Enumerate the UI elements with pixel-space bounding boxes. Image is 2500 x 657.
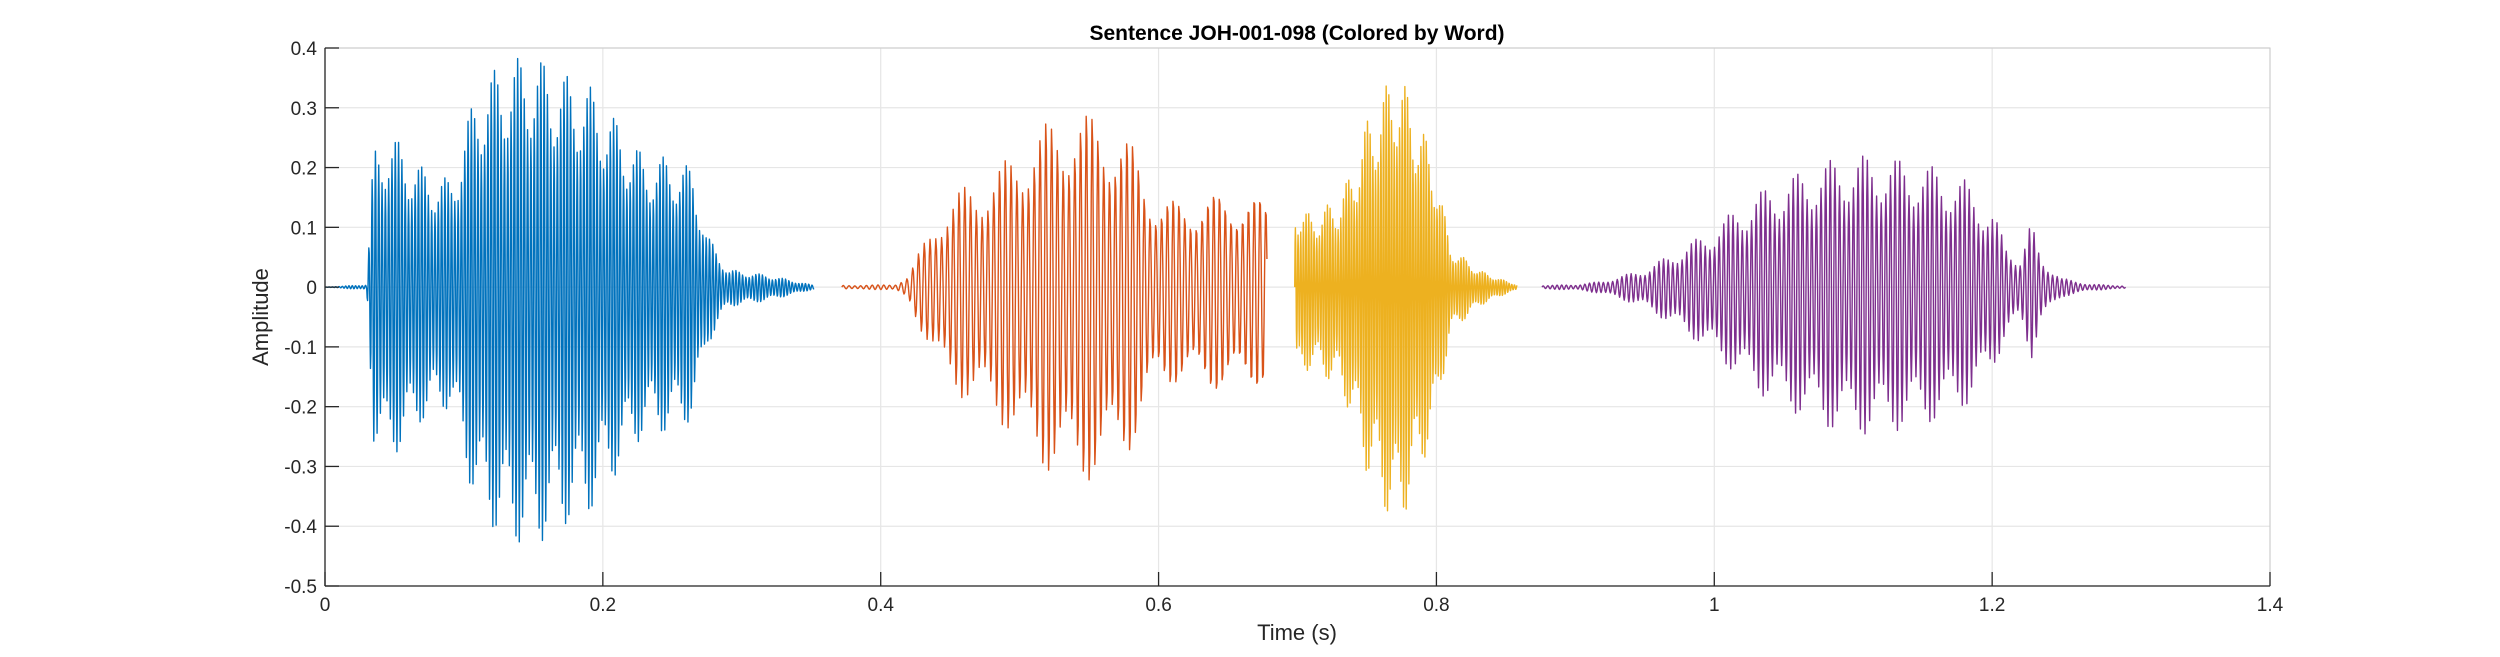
- chart-title: Sentence JOH-001-098 (Colored by Word): [1089, 22, 1504, 45]
- series-line-4: [1541, 155, 2127, 435]
- y-axis-label: Amplitude: [248, 268, 273, 366]
- x-tick-label: 0.4: [868, 595, 895, 616]
- y-tick-label: -0.3: [284, 457, 317, 478]
- y-tick-label: -0.5: [284, 577, 317, 598]
- y-tick-label: -0.1: [284, 338, 317, 359]
- axes-box: [324, 47, 2271, 587]
- series-line-1: [324, 57, 815, 543]
- x-tick-label: 0.2: [590, 595, 616, 616]
- y-tick-label: 0.1: [291, 218, 317, 239]
- x-tick-label: 1.2: [1979, 595, 2005, 616]
- y-tick-label: 0.3: [291, 99, 317, 120]
- x-tick-label: 0.6: [1145, 595, 1171, 616]
- series-line-2: [841, 115, 1268, 481]
- x-tick-label: 1.4: [2257, 595, 2284, 616]
- tick-labels: 0 0.2 0.4 0.6 0.8 1 1.2 1.4 -0.5 -0.4 -0.3 -0.2 -0.1…: [284, 39, 2283, 616]
- y-tick-label: -0.4: [284, 517, 317, 538]
- x-tick-label: 1: [1709, 595, 1720, 616]
- y-tick-label: 0.4: [291, 39, 318, 60]
- y-tick-label: -0.2: [284, 398, 317, 419]
- x-tick-label: 0.8: [1423, 595, 1449, 616]
- x-axis-label: Time (s): [1257, 620, 1337, 645]
- y-tick-label: 0: [306, 278, 317, 299]
- series-line-3: [1294, 85, 1518, 512]
- x-tick-label: 0: [320, 595, 331, 616]
- series-layer: [324, 57, 2127, 543]
- y-tick-label: 0.2: [291, 159, 317, 180]
- ticks: [324, 47, 2271, 587]
